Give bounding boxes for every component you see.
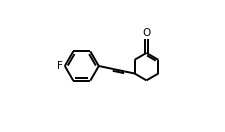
Text: F: F (57, 61, 63, 71)
Text: O: O (142, 28, 151, 38)
